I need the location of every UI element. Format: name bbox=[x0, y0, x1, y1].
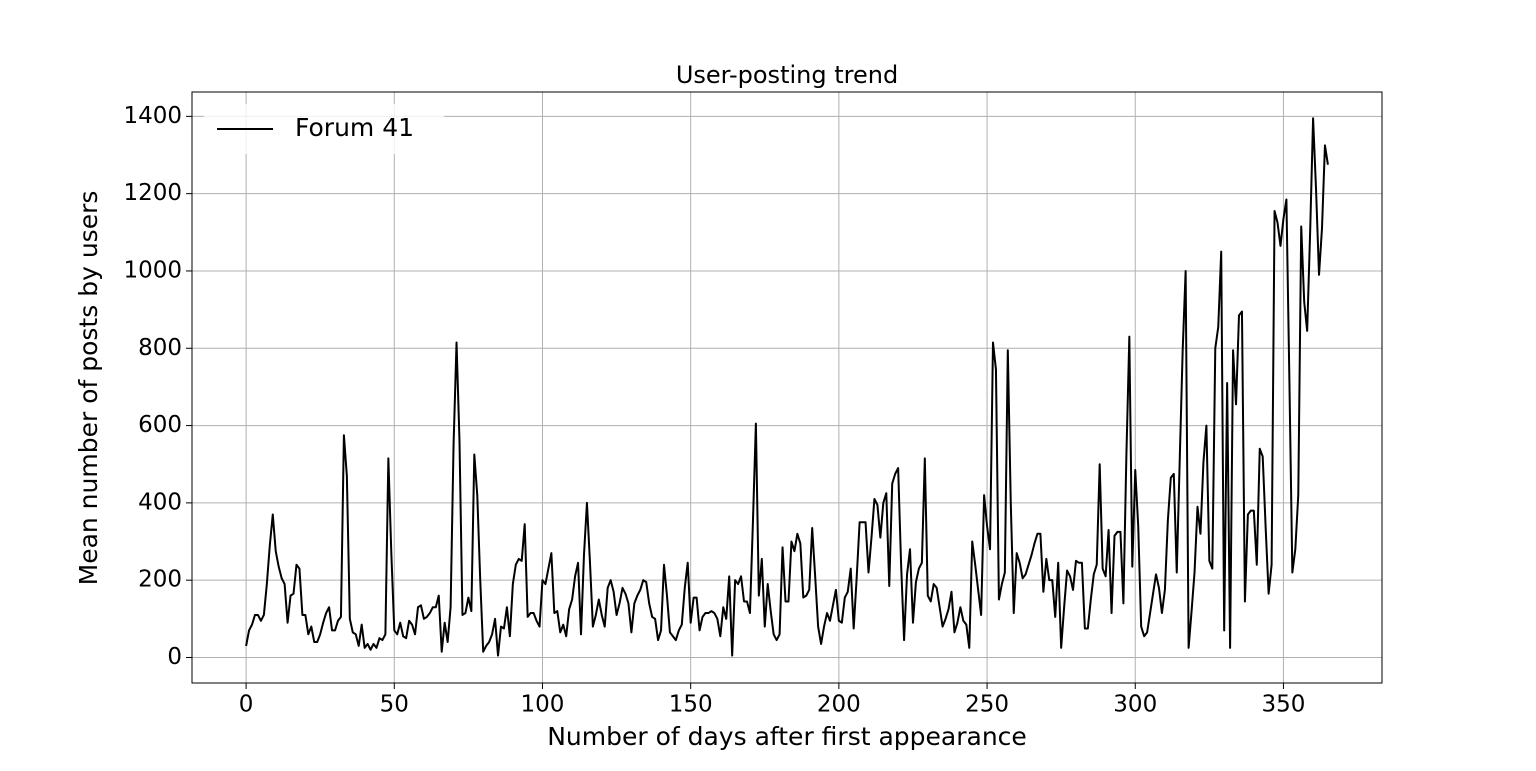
x-axis-label: Number of days after first appearance bbox=[547, 722, 1027, 751]
x-tick-label: 300 bbox=[1113, 692, 1157, 718]
x-tick-label: 0 bbox=[239, 692, 254, 718]
y-tick-label: 600 bbox=[138, 412, 182, 438]
y-tick-label: 800 bbox=[138, 335, 182, 361]
legend-label: Forum 41 bbox=[295, 113, 414, 142]
y-axis-label: Mean number of posts by users bbox=[74, 191, 103, 586]
x-tick-label: 350 bbox=[1261, 692, 1305, 718]
y-tick-label: 0 bbox=[167, 644, 182, 670]
data-line bbox=[245, 117, 1329, 657]
x-tick-label: 50 bbox=[380, 692, 409, 718]
y-tick-label: 1000 bbox=[123, 257, 182, 283]
y-tick-label: 400 bbox=[138, 489, 182, 515]
x-tick-label: 250 bbox=[965, 692, 1009, 718]
y-tick-label: 1400 bbox=[123, 103, 182, 129]
chart-title: User-posting trend bbox=[676, 61, 898, 89]
plot-frame bbox=[191, 91, 1383, 684]
x-tick-label: 200 bbox=[817, 692, 861, 718]
y-tick-label: 200 bbox=[138, 567, 182, 593]
x-tick-label: 100 bbox=[521, 692, 565, 718]
y-tick-label: 1200 bbox=[123, 180, 182, 206]
x-tick-label: 150 bbox=[669, 692, 713, 718]
